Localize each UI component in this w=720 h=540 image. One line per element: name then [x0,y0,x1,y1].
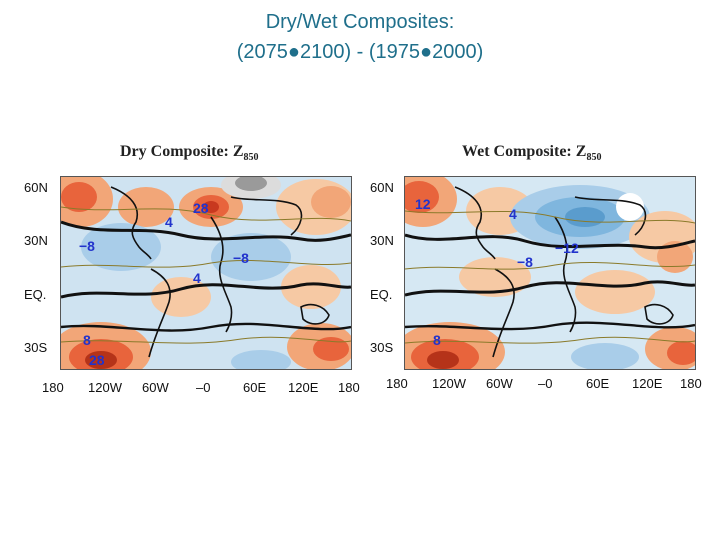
wet-lon-label: 120W [432,376,466,391]
wet-lat-label-30n: 30N [370,233,394,248]
dry-contour-label: 4 [193,270,201,286]
dry-lon-label: 180 [338,380,360,395]
wet-contour-label: 4 [509,206,517,222]
dry-panel-title: Dry Composite: Z850 [120,143,259,163]
wet-lon-label: 180 [680,376,702,391]
wet-lon-label: –0 [538,376,553,391]
wet-panel-title-text: Wet Composite: Z [462,143,587,160]
dry-contour-label: 8 [83,332,91,348]
dry-lon-label: 120E [288,380,319,395]
dry-lat-label-30s: 30S [24,340,48,355]
dry-lon-label: 180 [42,380,64,395]
wet-contour-label: −8 [517,254,533,270]
wet-map-graphic: 12 4 −12 −8 8 [405,177,695,369]
dry-composite-map: 4 28 −8 −8 4 8 28 [60,176,352,370]
dry-panel-title-text: Dry Composite: Z [120,143,244,160]
wet-lat-label-eq: EQ. [370,287,393,302]
wet-contour-label: 8 [433,332,441,348]
dry-contour-label: 4 [165,214,173,230]
dry-lon-label: –0 [196,380,211,395]
dry-lon-label: 120W [88,380,122,395]
wet-lon-label: 120E [632,376,663,391]
dry-lat-label-30n: 30N [24,233,48,248]
dry-lat-label-eq: EQ. [24,287,47,302]
dry-contour-label: −8 [233,250,249,266]
wet-composite-map: 12 4 −12 −8 8 [404,176,696,370]
dry-lon-label: 60E [243,380,267,395]
wet-panel-title-subscript: 850 [586,152,602,164]
wet-panel-title: Wet Composite: Z850 [462,143,601,163]
wet-contour-label: 12 [415,196,431,212]
dry-contour-label: −8 [79,238,95,254]
wet-lon-label: 60E [586,376,610,391]
dry-panel-title-subscript: 850 [243,152,259,164]
wet-lon-label: 60W [486,376,513,391]
dry-lon-label: 60W [142,380,169,395]
dry-lat-label-60n: 60N [24,180,48,195]
dry-map-graphic: 4 28 −8 −8 4 8 28 [61,177,351,369]
wet-lon-label: 180 [386,376,408,391]
slide-subtitle: (2075●2100) - (1975●2000) [236,41,484,63]
wet-lat-label-60n: 60N [370,180,394,195]
wet-lat-label-30s: 30S [370,340,394,355]
dry-contour-label: 28 [89,352,105,368]
dry-contour-label: 28 [193,200,209,216]
wet-contour-label: −12 [555,240,579,256]
slide-title: Dry/Wet Composites: [265,11,455,33]
